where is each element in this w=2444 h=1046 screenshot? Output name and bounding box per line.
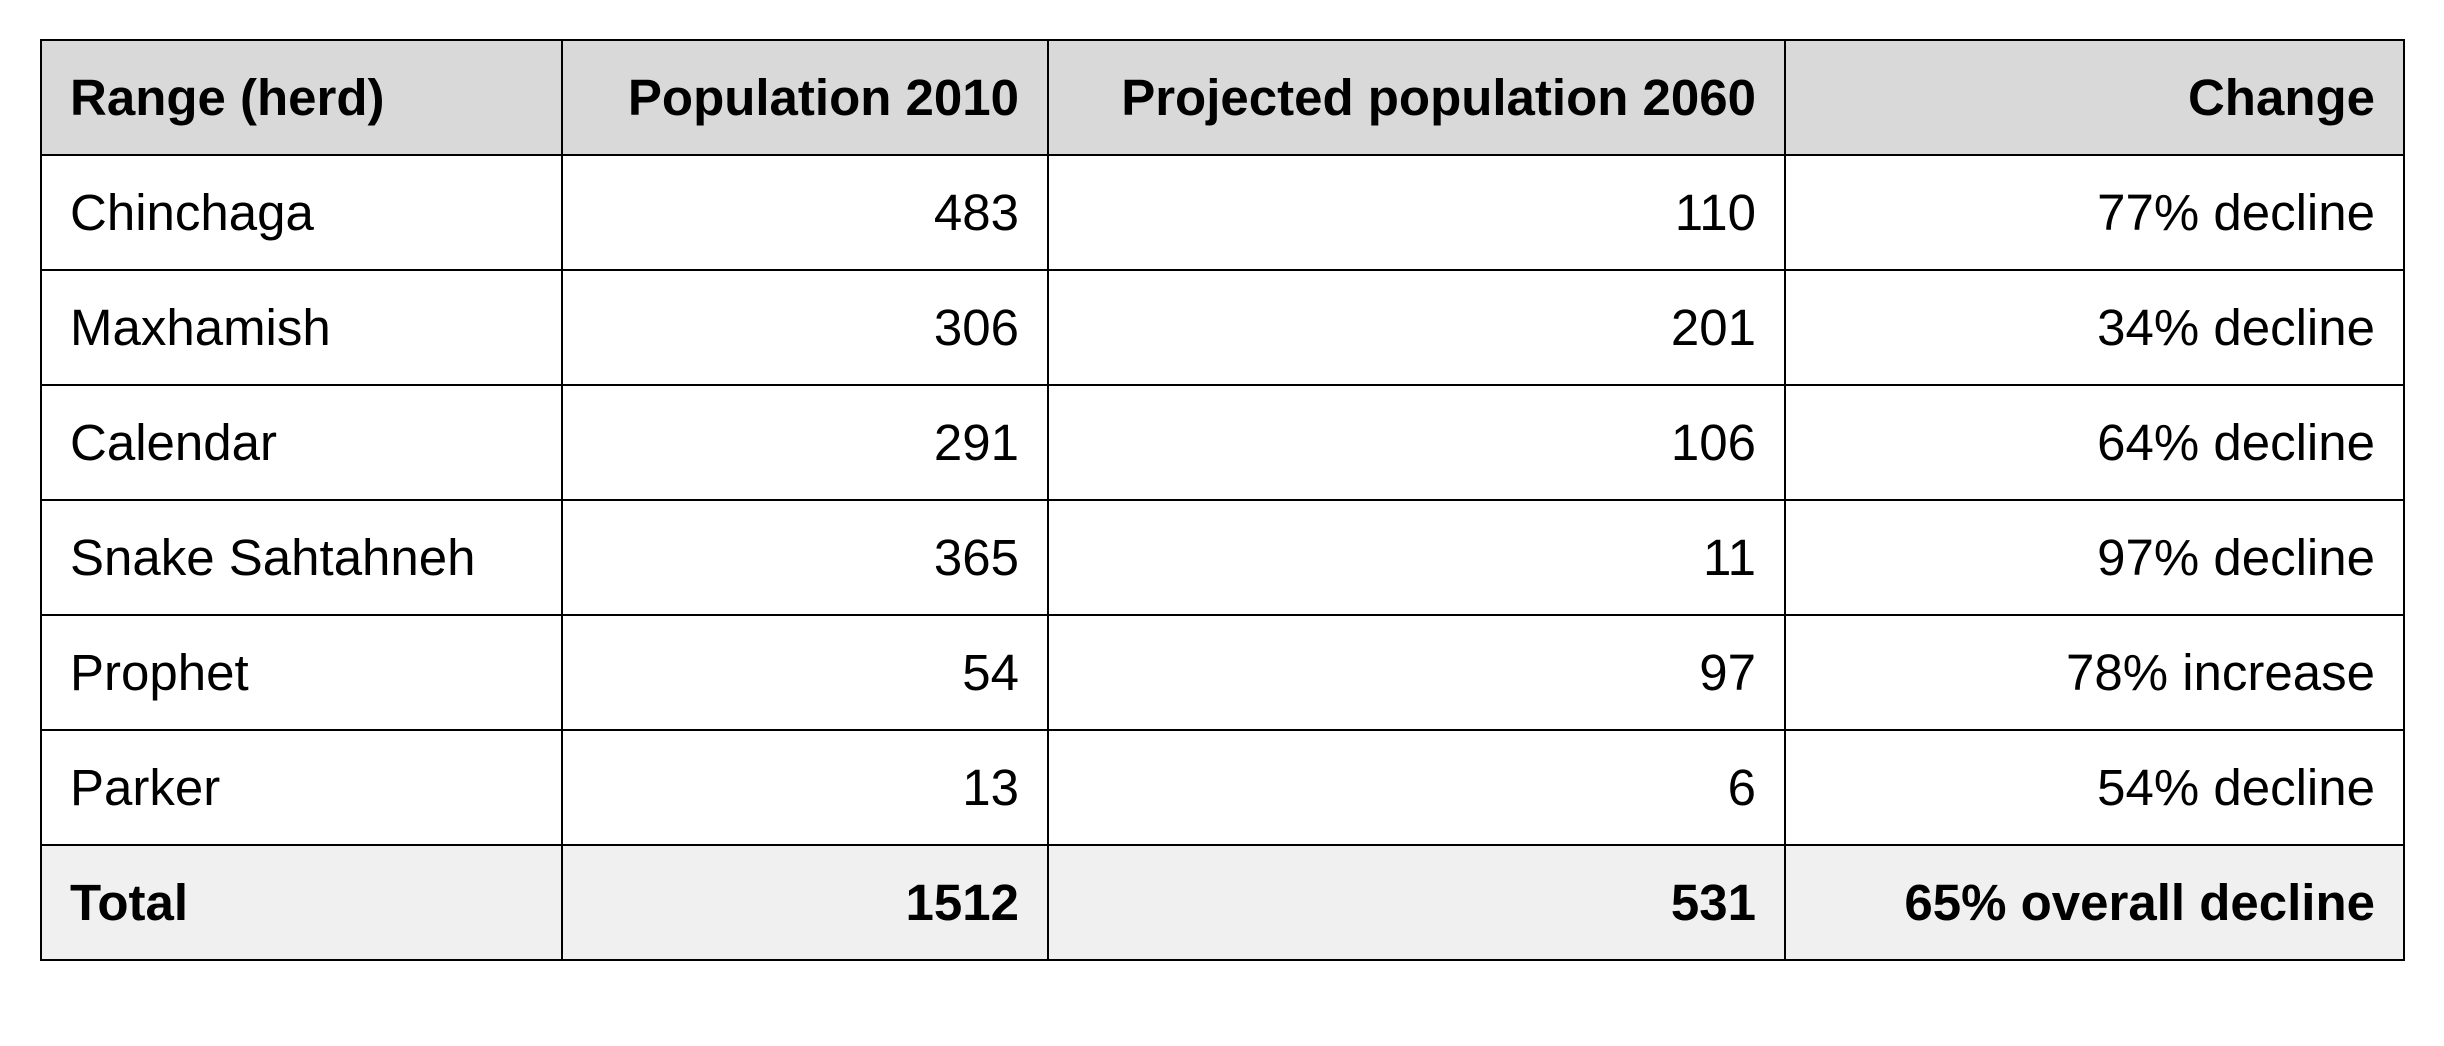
total-row: Total 1512 531 65% overall decline (40, 844, 2405, 961)
table-row: Prophet 54 97 78% increase (40, 614, 2405, 731)
total-population-2010: 1512 (561, 844, 1049, 961)
table-row: Calendar 291 106 64% decline (40, 384, 2405, 501)
table-row: Snake Sahtahneh 365 11 97% decline (40, 499, 2405, 616)
cell-projected-2060: 11 (1047, 499, 1786, 616)
header-population-2010: Population 2010 (561, 39, 1049, 156)
herd-population-table: Range (herd) Population 2010 Projected p… (40, 39, 2405, 961)
table-footer: Total 1512 531 65% overall decline (40, 844, 2405, 961)
cell-projected-2060: 97 (1047, 614, 1786, 731)
cell-change: 54% decline (1784, 729, 2405, 846)
header-range: Range (herd) (40, 39, 563, 156)
cell-range: Prophet (40, 614, 563, 731)
total-change: 65% overall decline (1784, 844, 2405, 961)
table-row: Chinchaga 483 110 77% decline (40, 154, 2405, 271)
header-projected-2060: Projected population 2060 (1047, 39, 1786, 156)
cell-projected-2060: 110 (1047, 154, 1786, 271)
cell-projected-2060: 6 (1047, 729, 1786, 846)
cell-range: Maxhamish (40, 269, 563, 386)
cell-change: 78% increase (1784, 614, 2405, 731)
table-row: Maxhamish 306 201 34% decline (40, 269, 2405, 386)
table-header: Range (herd) Population 2010 Projected p… (40, 39, 2405, 156)
total-label: Total (40, 844, 563, 961)
cell-population-2010: 483 (561, 154, 1049, 271)
cell-change: 64% decline (1784, 384, 2405, 501)
total-projected-2060: 531 (1047, 844, 1786, 961)
cell-projected-2060: 201 (1047, 269, 1786, 386)
header-row: Range (herd) Population 2010 Projected p… (40, 39, 2405, 156)
table-body: Chinchaga 483 110 77% decline Maxhamish … (40, 154, 2405, 846)
cell-projected-2060: 106 (1047, 384, 1786, 501)
cell-population-2010: 13 (561, 729, 1049, 846)
cell-population-2010: 291 (561, 384, 1049, 501)
cell-population-2010: 306 (561, 269, 1049, 386)
cell-change: 77% decline (1784, 154, 2405, 271)
header-change: Change (1784, 39, 2405, 156)
cell-range: Parker (40, 729, 563, 846)
cell-population-2010: 54 (561, 614, 1049, 731)
table-row: Parker 13 6 54% decline (40, 729, 2405, 846)
cell-range: Chinchaga (40, 154, 563, 271)
cell-change: 34% decline (1784, 269, 2405, 386)
cell-range: Calendar (40, 384, 563, 501)
cell-range: Snake Sahtahneh (40, 499, 563, 616)
cell-change: 97% decline (1784, 499, 2405, 616)
cell-population-2010: 365 (561, 499, 1049, 616)
